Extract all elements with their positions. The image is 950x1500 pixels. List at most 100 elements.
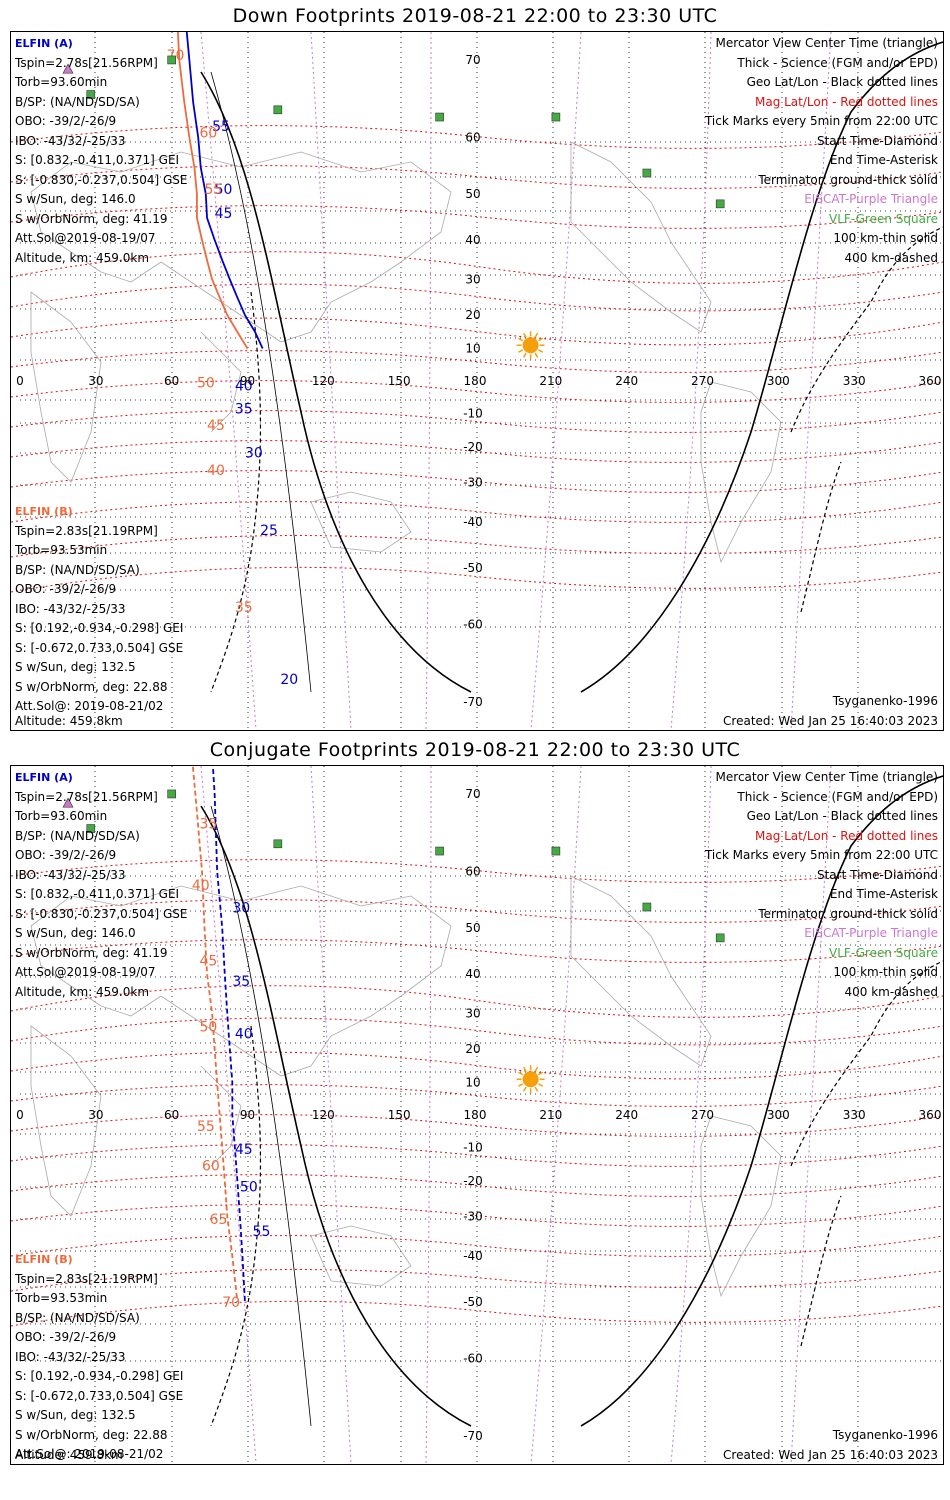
- elfin-b-line: B/SP: (NA/ND/SD/SA): [15, 1310, 140, 1325]
- elfin-a-line: Torb=93.60min: [15, 75, 108, 89]
- track-time-label: 30: [232, 900, 250, 916]
- elfin-a-info-conjugate: ELFIN (A) Tspin=2.78s[21.56RPM] Torb=93.6…: [15, 768, 188, 1002]
- sun-ray: [522, 332, 527, 338]
- y-tick-label: -30: [463, 1210, 483, 1224]
- legend-item: Thick - Science (FGM and/or EPD): [737, 789, 938, 804]
- track-time-label: 35: [235, 600, 253, 616]
- y-tick-label: -60: [463, 1352, 483, 1366]
- vlf-marker: [86, 90, 96, 99]
- elfin-a-line: B/SP: (NA/ND/SD/SA): [15, 828, 140, 843]
- sun-ray: [538, 349, 544, 353]
- elfin-b-line: IBO: -43/32/-25/33: [15, 1349, 126, 1364]
- track-time-label: 45: [235, 1142, 253, 1158]
- track-time-label: 60: [202, 1159, 220, 1175]
- track-time-label: 65: [210, 1212, 228, 1228]
- map-panel-down: 555045403530252070605550454035 030609012…: [10, 31, 944, 731]
- track-time-label: 20: [280, 672, 298, 688]
- map-svg-down: 555045403530252070605550454035 030609012…: [11, 32, 943, 730]
- elfin-a-line: S: [0.832,-0.411,0.371] GEI: [15, 887, 180, 901]
- legend-item: EISCAT-Purple Triangle: [804, 926, 938, 940]
- vlf-marker: [551, 112, 561, 122]
- model-label-down: Tsyganenko-1996: [832, 694, 938, 708]
- vlf-marker: [715, 199, 725, 209]
- elfin-a-line: Altitude, km: 459.0km: [15, 984, 150, 999]
- elfin-b-line: B/SP: (NA/ND/SD/SA): [15, 562, 140, 577]
- sun-ray: [534, 352, 539, 358]
- elfin-b-lines: Tspin=2.83s[21.19RPM] Torb=93.53min B/SP: …: [15, 1270, 183, 1465]
- x-tick-label: 90: [240, 1108, 255, 1122]
- sun-ray: [534, 332, 539, 338]
- elfin-a-header: ELFIN (A): [15, 771, 73, 784]
- x-tick-label: 330: [843, 1108, 866, 1122]
- eiscat-marker: [62, 63, 74, 74]
- track-time-label: 60: [199, 125, 217, 141]
- sun-ray: [522, 352, 527, 358]
- track-time-label: 40: [192, 878, 210, 894]
- sun-ray: [522, 1086, 527, 1092]
- sun-ray: [538, 337, 544, 342]
- elfin-a-line: Altitude, km: 459.0km: [15, 250, 150, 265]
- x-tick-label: 150: [388, 1108, 411, 1122]
- vlf-marker: [167, 789, 176, 799]
- elfin-b-line: IBO: -43/32/-25/33: [15, 601, 126, 616]
- y-tick-label: -10: [463, 1140, 483, 1154]
- elfin-b-line: Torb=93.53min: [15, 543, 108, 557]
- title-down-footprints: Down Footprints 2019-08-21 22:00 to 23:3…: [232, 5, 718, 27]
- x-tick-label: 360: [919, 1108, 942, 1122]
- elfin-a-line: IBO: -43/32/-25/33: [15, 133, 126, 148]
- track-time-label: 45: [207, 418, 225, 434]
- x-tick-label: 240: [615, 1108, 638, 1122]
- y-tick-label: 20: [465, 1042, 480, 1056]
- tracks-group-conjugate: 253035404550553540455055606570: [192, 766, 270, 1311]
- track-time-label: 50: [240, 1179, 258, 1195]
- elfin-b-line: Att.Sol@: 2019-08-21/02: [15, 1447, 164, 1461]
- elfin-b-line: OBO: -39/2/-26/9: [15, 1330, 117, 1344]
- track-time-label: 55: [205, 182, 223, 198]
- axis-ticks-conjugate: 0 30 60 90 120 150 180 210 240 270 300 330 360 -70 -60…: [16, 787, 941, 1443]
- x-tick-label: 0: [16, 374, 24, 388]
- legend-item: Mercator View Center Time (triangle): [715, 770, 938, 784]
- y-tick-label: 30: [465, 1006, 480, 1020]
- legend-item: VLF-Green Square: [829, 211, 938, 226]
- y-tick-label: 40: [465, 233, 480, 247]
- vlf-marker: [551, 846, 561, 856]
- sun-disk: [522, 1071, 539, 1088]
- elfin-a-line: S w/Sun, deg: 146.0: [15, 192, 136, 206]
- x-tick-label: 0: [16, 1108, 24, 1122]
- track-time-label: 45: [199, 953, 217, 969]
- elfin-a-line: S w/OrbNorm, deg: 41.19: [15, 211, 168, 226]
- sun-ray: [522, 1066, 527, 1072]
- x-tick-label: 120: [312, 1108, 335, 1122]
- sun-icon: [516, 331, 545, 360]
- vlf-stations-conjugate: [62, 789, 725, 943]
- track-elfin-a: [211, 766, 246, 1303]
- legend-item: Tick Marks every 5min from 22:00 UTC: [704, 114, 938, 128]
- elfin-a-line: S w/Sun, deg: 146.0: [15, 926, 136, 940]
- elfin-a-line: S: [-0.830,-0.237,0.504] GSE: [15, 906, 188, 921]
- x-tick-label: 30: [88, 374, 103, 388]
- elfin-a-line: Att.Sol@2019-08-19/07: [15, 231, 156, 245]
- elfin-b-line: S: [0.192,-0.934,-0.298] GEI: [15, 1369, 184, 1383]
- x-tick-label: 180: [464, 374, 487, 388]
- legend-item: VLF-Green Square: [829, 945, 938, 960]
- elfin-a-line: Att.Sol@2019-08-19/07: [15, 965, 156, 979]
- elfin-b-line: OBO: -39/2/-26/9: [15, 582, 117, 596]
- legend-item: Mag Lat/Lon - Red dotted lines: [754, 828, 938, 843]
- elfin-b-line: S w/OrbNorm, deg: 22.88: [15, 1427, 168, 1442]
- x-tick-label: 90: [240, 374, 255, 388]
- y-tick-label: -10: [463, 406, 483, 420]
- track-time-label: 35: [199, 817, 217, 833]
- vlf-marker: [715, 933, 725, 943]
- vlf-marker: [273, 105, 283, 115]
- x-tick-label: 210: [539, 374, 562, 388]
- legend-item: 400 km-dashed: [844, 250, 938, 265]
- altitude-b-conjugate: Altitude: 459.8km: [15, 1448, 123, 1462]
- legend-down: Mercator View Center Time (triangle) Thic…: [705, 34, 938, 268]
- track-time-label: 70: [222, 1295, 240, 1311]
- elfin-a-line: Tspin=2.78s[21.56RPM]: [15, 55, 158, 70]
- y-tick-label: 50: [465, 187, 480, 201]
- legend-item: Terminator: ground-thick solid: [758, 906, 938, 921]
- legend-item: 100 km-thin solid: [833, 965, 938, 979]
- model-label-conjugate: Tsyganenko-1996: [832, 1428, 938, 1442]
- sun-ray: [518, 1083, 524, 1087]
